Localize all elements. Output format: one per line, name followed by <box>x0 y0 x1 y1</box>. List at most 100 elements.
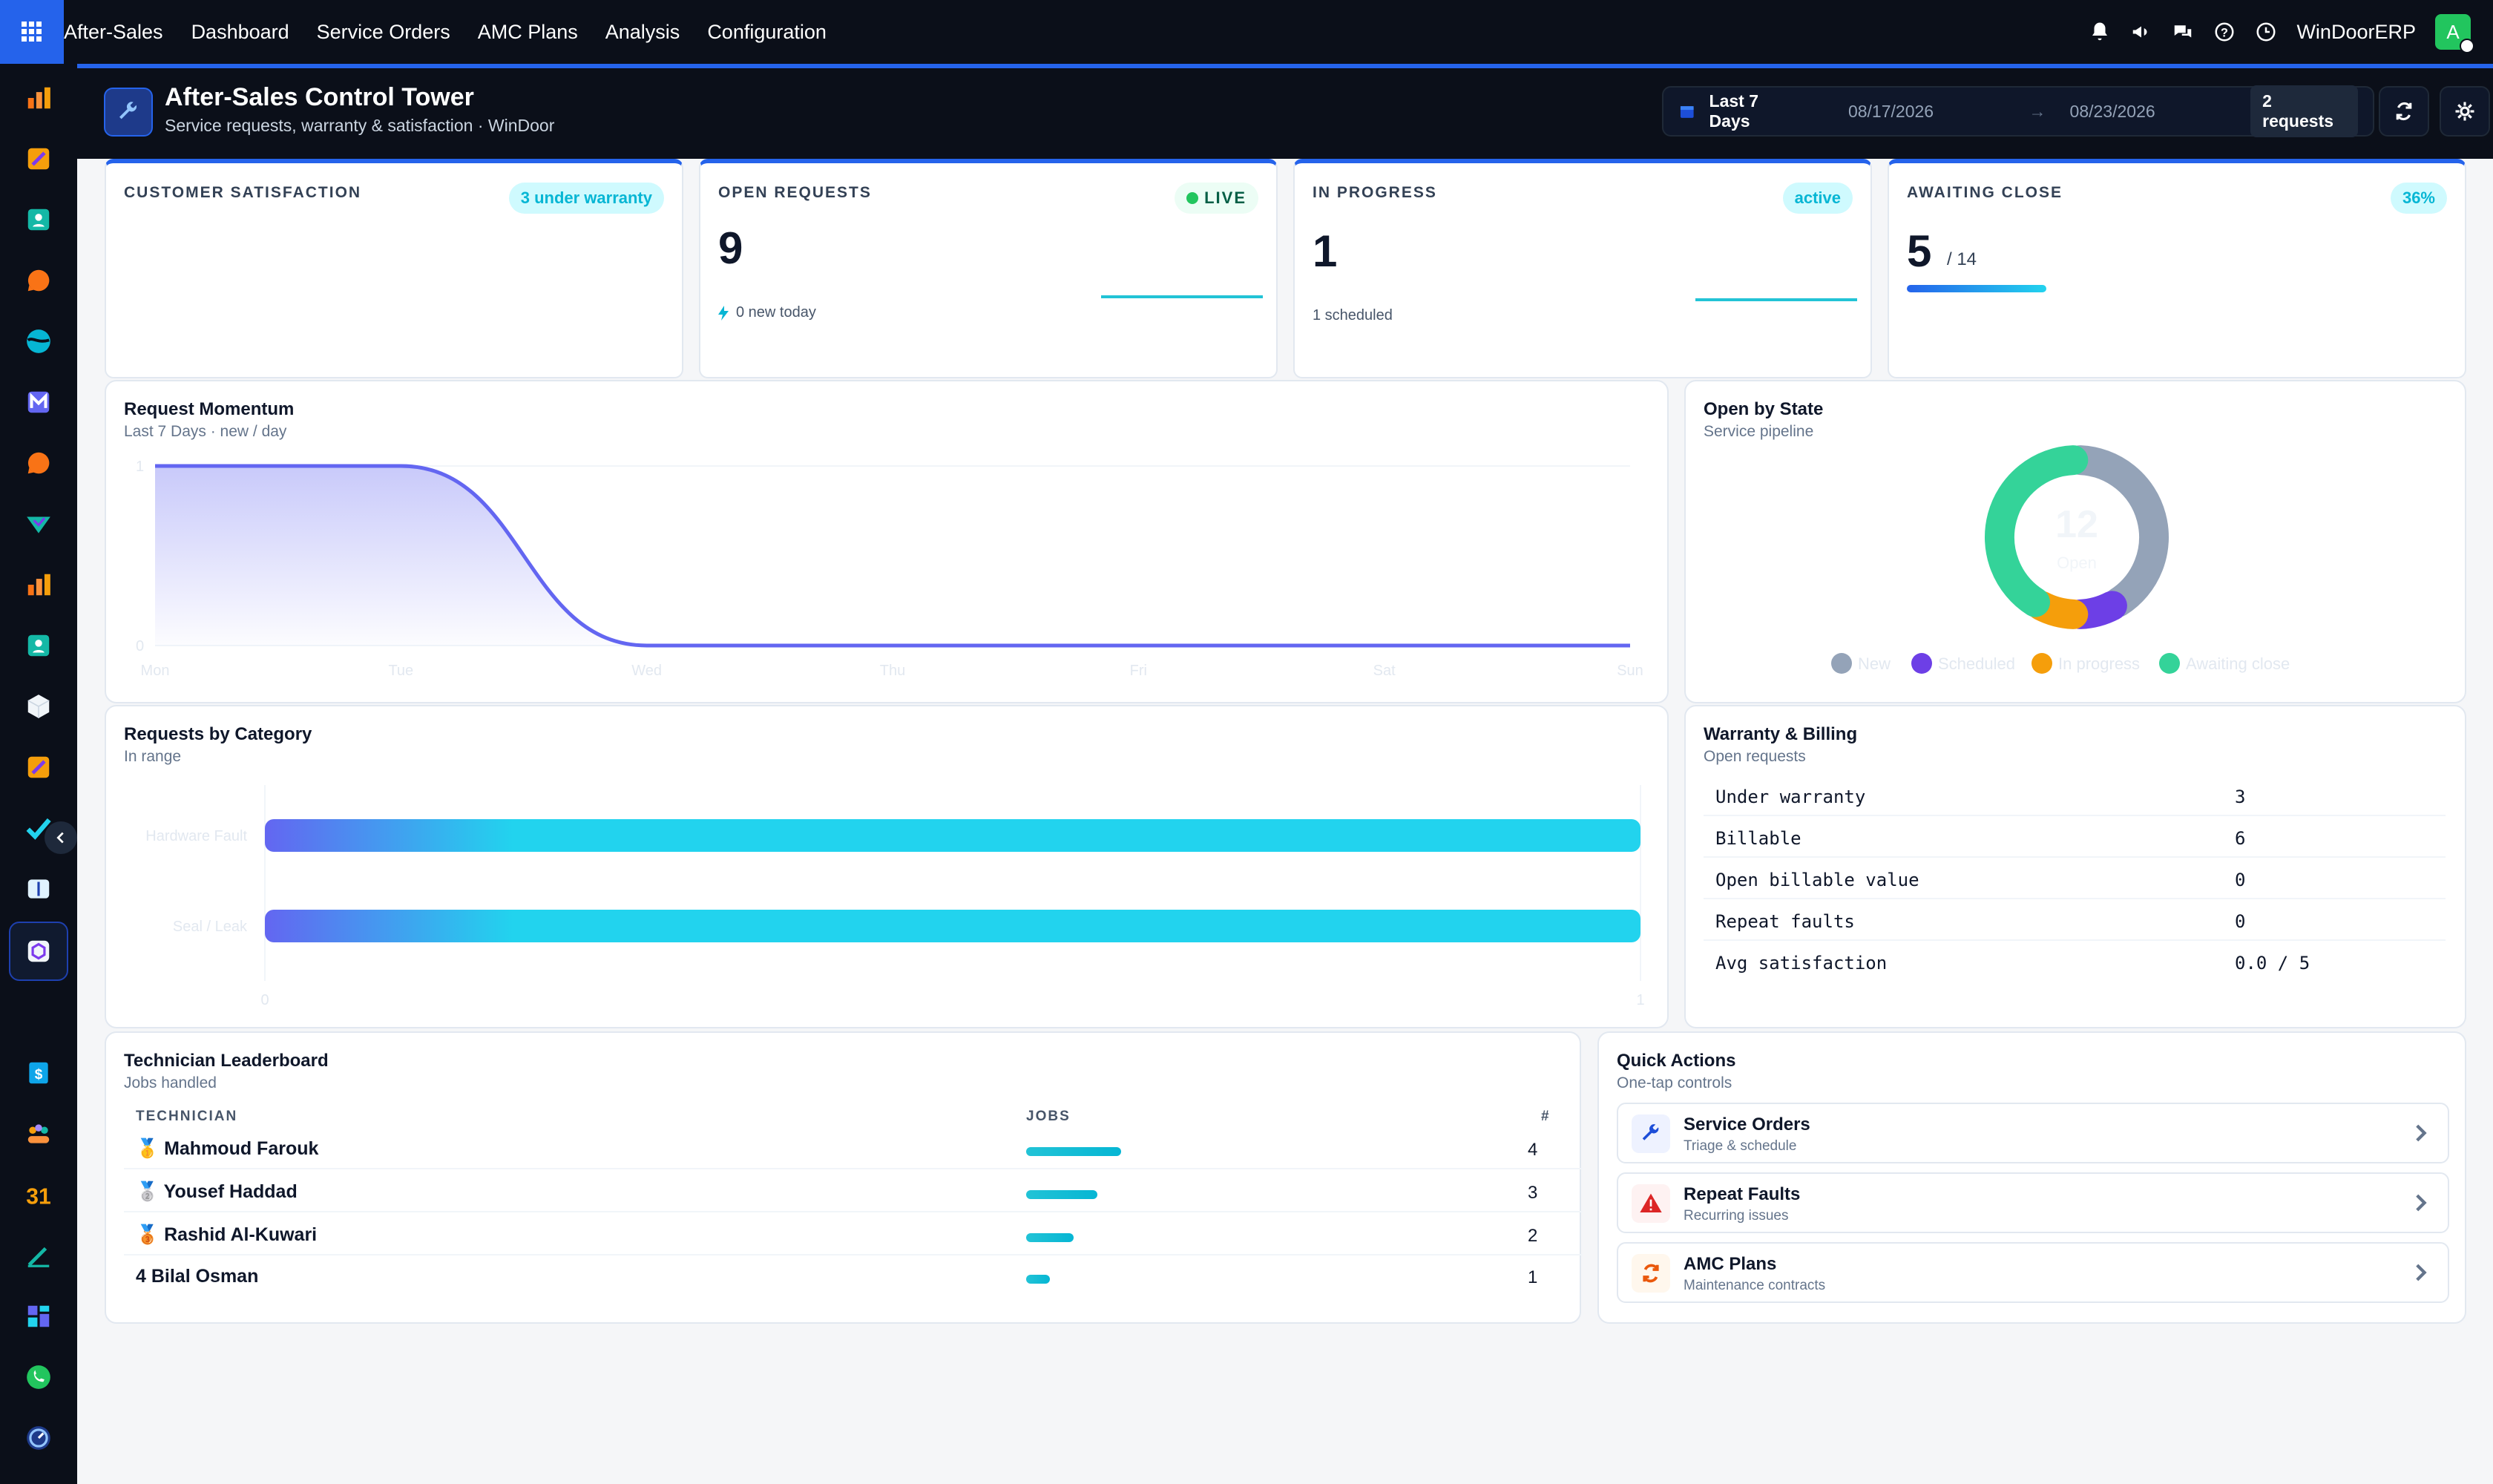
status-dot <box>2460 39 2474 53</box>
menu-analysis[interactable]: Analysis <box>605 20 680 43</box>
kpi-label: AWAITING CLOSE <box>1907 184 2063 201</box>
range-preset-select[interactable]: Last 7 Days <box>1709 91 1759 131</box>
requests-count-badge: 2 requests <box>2250 85 2358 137</box>
category-bar-chart: Hardware Fault Seal / Leak 0 1 <box>145 785 1645 1008</box>
leaderboard-row[interactable]: 4 Bilal Osman 1 <box>124 1255 1583 1297</box>
billing-label: Open billable value <box>1715 870 1919 890</box>
pen-icon <box>27 1247 50 1267</box>
svg-text:?: ? <box>2221 26 2228 39</box>
wrench-icon <box>1632 1114 1670 1153</box>
contacts-icon <box>27 634 50 657</box>
col-header-technician: TECHNICIAN <box>136 1109 238 1124</box>
sidebar-app-calendar[interactable]: 31 <box>21 1177 56 1212</box>
kpi-label: OPEN REQUESTS <box>718 184 872 201</box>
open-by-state-card: Open by State Service pipeline 12 Open N… <box>1684 380 2466 703</box>
date-from-input[interactable]: 08/17/2026 <box>1847 101 1934 121</box>
legend-marker <box>2031 653 2052 674</box>
sidebar-collapse-button[interactable] <box>45 821 77 854</box>
quick-action-sub: Triage & schedule <box>1684 1138 1797 1154</box>
momentum-line <box>155 464 1630 648</box>
sidebar-app-reports[interactable] <box>21 567 56 603</box>
sidebar-app-discuss[interactable] <box>21 263 56 298</box>
avatar-initial: A <box>2446 20 2460 43</box>
billing-row: Billable 6 <box>1704 816 2446 858</box>
sidebar-app-employees[interactable] <box>21 628 56 663</box>
chat-icon[interactable] <box>2172 21 2194 43</box>
sidebar-app-mail[interactable] <box>21 384 56 420</box>
company-name[interactable]: WinDoorERP <box>2296 20 2416 43</box>
sidebar-app-bar-chart[interactable] <box>21 80 56 116</box>
menu-service-orders[interactable]: Service Orders <box>316 20 450 43</box>
sidebar-app-knowledge[interactable] <box>21 871 56 907</box>
quick-action-repeat-faults[interactable]: Repeat Faults Recurring issues <box>1617 1172 2449 1233</box>
billing-value: 6 <box>2235 828 2246 849</box>
sidebar-app-tools-2[interactable] <box>21 749 56 785</box>
checkmark-icon <box>26 818 51 840</box>
col-header-jobs: JOBS <box>1026 1109 1071 1124</box>
kpi-sub: 0 new today <box>718 304 816 321</box>
sidebar-app-contacts[interactable] <box>21 202 56 237</box>
date-to-input[interactable]: 08/23/2026 <box>2069 101 2155 121</box>
technician-name: 🥈 Yousef Haddad <box>136 1181 298 1202</box>
help-icon[interactable]: ? <box>2213 21 2236 43</box>
billing-value: 0 <box>2235 870 2246 890</box>
whatsapp-icon <box>27 1365 50 1389</box>
refresh-button[interactable] <box>2379 86 2429 137</box>
check-folder-icon <box>27 516 50 533</box>
category-bar <box>265 910 1640 942</box>
leaderboard-row[interactable]: 🥉 Rashid Al-Kuwari 2 <box>124 1214 1583 1255</box>
page-icon <box>104 88 153 137</box>
leaderboard-row[interactable]: 🥇 Mahmoud Farouk 4 <box>124 1128 1583 1169</box>
requests-by-category-card: Requests by Category In range Hardware F… <box>105 705 1669 1028</box>
sidebar-app-sign[interactable] <box>21 1238 56 1273</box>
sidebar-app-accounting[interactable] <box>21 506 56 542</box>
sidebar-app-tasks[interactable] <box>21 810 56 846</box>
legend-label: Awaiting close <box>2186 654 2290 673</box>
menu-configuration[interactable]: Configuration <box>707 20 827 43</box>
user-avatar[interactable]: A <box>2435 14 2474 53</box>
card-title: Quick Actions <box>1617 1051 1736 1071</box>
leaderboard-row[interactable]: 🥈 Yousef Haddad 3 <box>124 1171 1583 1212</box>
sidebar-app-waves-2[interactable] <box>21 1481 56 1484</box>
sidebar-app-tools[interactable] <box>21 141 56 177</box>
sidebar-app-livechat[interactable] <box>21 445 56 481</box>
sidebar-app-after-sales[interactable] <box>9 922 68 981</box>
kpi-in-progress: IN PROGRESS active 1 1 scheduled <box>1293 159 1872 378</box>
jobs-bar <box>1026 1147 1121 1156</box>
apps-grid-button[interactable] <box>0 0 64 64</box>
billing-row: Open billable value 0 <box>1704 858 2446 899</box>
kpi-value: 1 <box>1313 226 1338 276</box>
technician-name: 🥇 Mahmoud Farouk <box>136 1138 319 1159</box>
jobs-bar <box>1026 1275 1050 1284</box>
menu-amc-plans[interactable]: AMC Plans <box>477 20 578 43</box>
accent-divider <box>77 64 2493 68</box>
y-tick-label: 1 <box>136 459 144 475</box>
date-range-picker[interactable]: Last 7 Days 08/17/2026 → 08/23/2026 2 re… <box>1662 85 2374 137</box>
quick-action-amc-plans[interactable]: AMC Plans Maintenance contracts <box>1617 1242 2449 1303</box>
bell-icon[interactable] <box>2089 21 2111 43</box>
progress-track <box>1907 285 2446 292</box>
clock-icon[interactable] <box>2255 21 2277 43</box>
sidebar-app-inventory[interactable] <box>21 689 56 724</box>
calendar-31-icon: 31 <box>26 1185 50 1209</box>
sidebar-app-waves[interactable] <box>21 324 56 359</box>
sidebar-app-dashboards[interactable] <box>21 1298 56 1334</box>
app-sidebar: $ 31 <box>0 64 77 1484</box>
dashboard-icon <box>27 1305 50 1327</box>
menu-dashboard[interactable]: Dashboard <box>191 20 289 43</box>
card-title: Open by State <box>1704 399 1824 419</box>
quick-action-title: Repeat Faults <box>1684 1184 1801 1204</box>
quick-action-service-orders[interactable]: Service Orders Triage & schedule <box>1617 1103 2449 1163</box>
app-name[interactable]: After-Sales <box>64 20 163 43</box>
request-momentum-card: Request Momentum Last 7 Days · new / day… <box>105 380 1669 703</box>
sidebar-app-whatsapp[interactable] <box>21 1359 56 1395</box>
sidebar-app-team[interactable] <box>21 1116 56 1152</box>
megaphone-icon[interactable] <box>2130 21 2152 43</box>
sidebar-app-expenses[interactable]: $ <box>21 1055 56 1091</box>
settings-button[interactable] <box>2440 86 2490 137</box>
y-tick-label: Hardware Fault <box>145 828 247 844</box>
sidebar-app-timer[interactable] <box>21 1420 56 1456</box>
card-subtitle: In range <box>124 748 182 765</box>
jobs-count: 4 <box>1528 1140 1538 1160</box>
bar-chart-icon <box>27 574 50 596</box>
